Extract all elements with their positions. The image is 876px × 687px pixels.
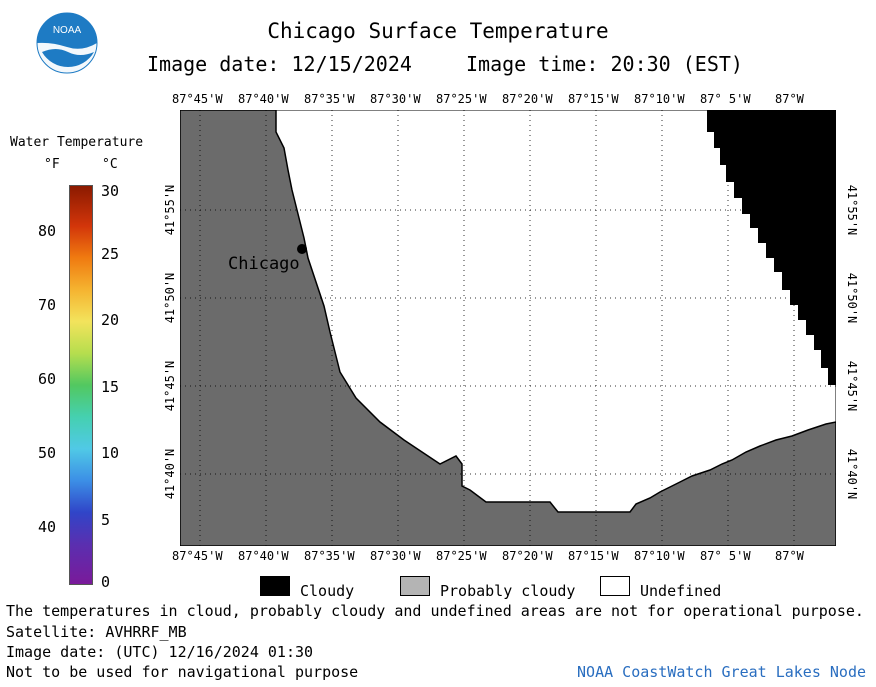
c-tick-5: 5 (101, 511, 111, 529)
footer-credit[interactable]: NOAA CoastWatch Great Lakes Node (577, 663, 866, 681)
noaa-logo: NOAA (36, 12, 98, 74)
lon-label-bottom-0: 87°45'W (172, 549, 223, 563)
lon-label-top-0: 87°45'W (172, 92, 223, 106)
f-tick-60: 60 (38, 370, 57, 388)
land-area (180, 110, 836, 546)
c-tick-30: 30 (101, 182, 120, 200)
f-tick-70: 70 (38, 296, 57, 314)
lon-label-top-7: 87°10'W (634, 92, 685, 106)
lon-label-top-8: 87° 5'W (700, 92, 751, 106)
c-tick-25: 25 (101, 245, 120, 263)
lat-label-left-0: 41°55'N (163, 184, 177, 236)
legend-swatch-cloudy (260, 576, 290, 596)
footer-nav-warning: Not to be used for navigational purpose (6, 663, 359, 681)
legend-label-probably-cloudy: Probably cloudy (440, 582, 576, 600)
colorbar (69, 185, 93, 585)
image-date: Image date: 12/15/2024 (147, 52, 412, 76)
lon-label-bottom-5: 87°20'W (502, 549, 553, 563)
lat-label-right-2: 41°45'N (845, 360, 859, 412)
image-time: Image time: 20:30 (EST) (466, 52, 743, 76)
lon-label-bottom-8: 87° 5'W (700, 549, 751, 563)
lon-label-top-2: 87°35'W (304, 92, 355, 106)
legend-swatch-probably-cloudy (400, 576, 430, 596)
f-tick-80: 80 (38, 222, 57, 240)
f-tick-50: 50 (38, 444, 57, 462)
city-label: Chicago (228, 254, 300, 274)
c-tick-15: 15 (101, 378, 120, 396)
colorbar-title: Water Temperature (10, 135, 144, 150)
lon-label-bottom-2: 87°35'W (304, 549, 355, 563)
lon-label-bottom-7: 87°10'W (634, 549, 685, 563)
map[interactable]: Chicago (180, 110, 836, 546)
chicago-marker (297, 244, 307, 254)
page-title: Chicago Surface Temperature (267, 19, 609, 43)
lon-label-top-3: 87°30'W (370, 92, 421, 106)
lon-label-top-1: 87°40'W (238, 92, 289, 106)
footer-note: The temperatures in cloud, probably clou… (6, 602, 864, 620)
lat-label-left-1: 41°50'N (163, 272, 177, 324)
lon-label-top-4: 87°25'W (436, 92, 487, 106)
lon-label-top-6: 87°15'W (568, 92, 619, 106)
logo-text: NOAA (53, 25, 82, 36)
footer-utc-date: Image date: (UTC) 12/16/2024 01:30 (6, 643, 314, 661)
c-tick-0: 0 (101, 573, 111, 591)
lon-label-bottom-4: 87°25'W (436, 549, 487, 563)
cloud-area (707, 110, 836, 385)
lat-label-left-3: 41°40'N (163, 448, 177, 500)
legend-label-undefined: Undefined (640, 582, 722, 600)
lon-label-bottom-3: 87°30'W (370, 549, 421, 563)
c-tick-10: 10 (101, 444, 120, 462)
lon-label-bottom-1: 87°40'W (238, 549, 289, 563)
lat-label-left-2: 41°45'N (163, 360, 177, 412)
lon-label-bottom-9: 87°W (775, 549, 804, 563)
legend-label-cloudy: Cloudy (300, 582, 355, 600)
legend-swatch-undefined (600, 576, 630, 596)
footer-satellite: Satellite: AVHRRF_MB (6, 623, 187, 641)
lat-label-right-1: 41°50'N (845, 272, 859, 324)
lat-label-right-0: 41°55'N (845, 184, 859, 236)
lon-label-top-9: 87°W (775, 92, 804, 106)
lon-label-top-5: 87°20'W (502, 92, 553, 106)
lat-label-right-3: 41°40'N (845, 448, 859, 500)
colorbar-unit-f: °F (44, 157, 60, 172)
c-tick-20: 20 (101, 311, 120, 329)
lon-label-bottom-6: 87°15'W (568, 549, 619, 563)
colorbar-unit-c: °C (102, 157, 118, 172)
f-tick-40: 40 (38, 518, 57, 536)
